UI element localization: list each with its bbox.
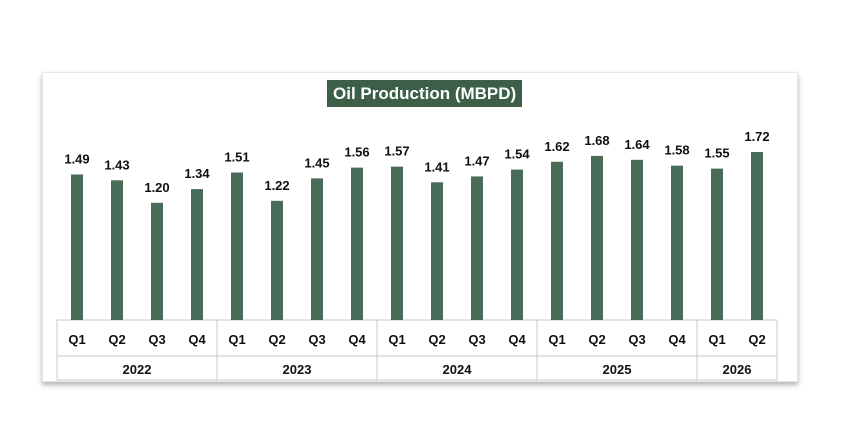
value-label: 1.55 [704, 146, 729, 161]
value-label: 1.43 [104, 157, 129, 172]
bar [511, 169, 523, 320]
year-label: 2022 [123, 362, 152, 377]
value-label: 1.51 [224, 150, 249, 165]
value-label: 1.54 [504, 147, 530, 162]
bar [751, 152, 763, 320]
year-label: 2024 [443, 362, 473, 377]
quarter-label: Q3 [468, 332, 485, 347]
year-label: 2023 [283, 362, 312, 377]
value-label: 1.64 [624, 137, 650, 152]
value-label: 1.20 [144, 180, 169, 195]
value-label: 1.58 [664, 143, 689, 158]
bar [711, 168, 723, 320]
bar [351, 167, 363, 320]
value-label: 1.56 [344, 145, 369, 160]
bar [151, 202, 163, 320]
value-label: 1.34 [184, 166, 210, 181]
quarter-label: Q2 [588, 332, 605, 347]
bar [391, 166, 403, 320]
bar [71, 174, 83, 320]
quarter-label: Q1 [228, 332, 245, 347]
bar [431, 182, 443, 320]
bar [551, 161, 563, 320]
quarter-label: Q3 [308, 332, 325, 347]
quarter-label: Q2 [748, 332, 765, 347]
quarter-label: Q2 [428, 332, 445, 347]
value-label: 1.49 [64, 151, 89, 166]
quarter-label: Q3 [628, 332, 645, 347]
value-label: 1.22 [264, 178, 289, 193]
bar [671, 165, 683, 320]
year-label: 2025 [603, 362, 632, 377]
quarter-label: Q2 [108, 332, 125, 347]
bar [111, 180, 123, 320]
bar [231, 172, 243, 320]
bar [591, 155, 603, 320]
quarter-label: Q4 [668, 332, 686, 347]
chart-title: Oil Production (MBPD) [327, 80, 523, 107]
bar [271, 200, 283, 320]
year-label: 2026 [723, 362, 752, 377]
bar [471, 176, 483, 320]
bar [631, 159, 643, 320]
quarter-label: Q2 [268, 332, 285, 347]
quarter-label: Q1 [708, 332, 725, 347]
value-label: 1.41 [424, 159, 449, 174]
quarter-label: Q3 [148, 332, 165, 347]
quarter-label: Q4 [188, 332, 206, 347]
quarter-label: Q1 [548, 332, 565, 347]
value-label: 1.72 [744, 129, 769, 144]
value-label: 1.45 [304, 155, 329, 170]
quarter-label: Q1 [68, 332, 85, 347]
quarter-label: Q1 [388, 332, 405, 347]
bar [191, 189, 203, 320]
value-label: 1.47 [464, 153, 489, 168]
value-label: 1.62 [544, 139, 569, 154]
bar [311, 178, 323, 320]
value-label: 1.57 [384, 144, 409, 159]
quarter-label: Q4 [508, 332, 526, 347]
value-label: 1.68 [584, 133, 609, 148]
quarter-label: Q4 [348, 332, 366, 347]
